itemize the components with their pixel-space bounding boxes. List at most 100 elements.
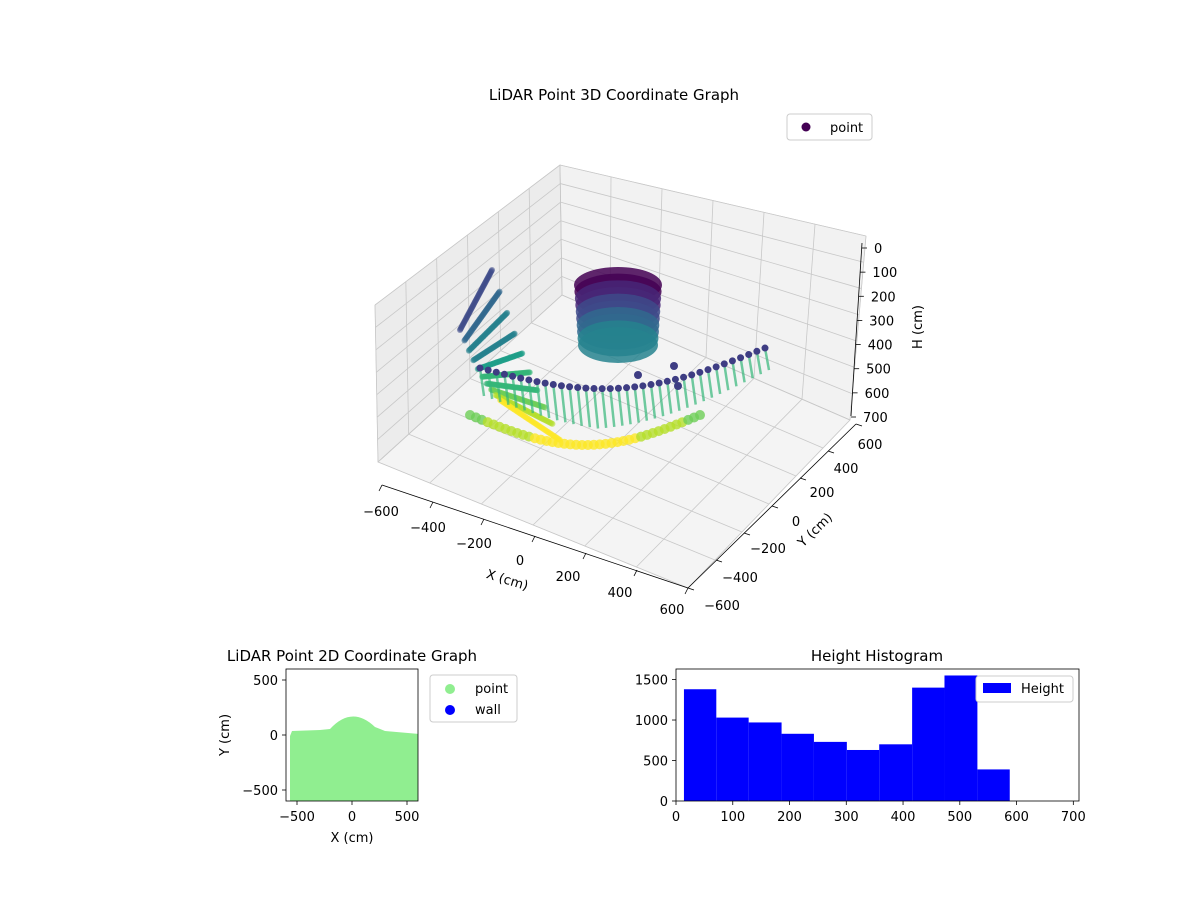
y-tick-label-3d: −200 [750, 542, 786, 557]
cloud-point-3d [670, 362, 678, 370]
x-tick-label-histogram: 100 [720, 810, 745, 825]
cloud-stem-3d [625, 387, 632, 425]
cloud-point-3d [557, 382, 565, 390]
grid-left-h-0 [374, 164, 561, 306]
h-tick-label-3d: 200 [871, 290, 896, 305]
cloud-stem-3d [690, 374, 697, 405]
grid-left-h-3 [376, 220, 562, 373]
x-tick-label-histogram: 700 [1061, 810, 1086, 825]
histogram-bar [846, 749, 880, 801]
legend-histogram-swatch [983, 683, 1011, 693]
cloud-point-3d [737, 354, 745, 362]
x-tick-label-histogram: 300 [834, 810, 859, 825]
grid-left-v-5 [405, 281, 410, 435]
cloud-point-3d [483, 380, 490, 387]
histogram-bar [781, 733, 814, 801]
cloud-point-3d [457, 327, 463, 333]
cloud-stem-3d [617, 388, 624, 426]
x-tick-label-histogram: 200 [777, 810, 802, 825]
cloud-point-3d [688, 371, 696, 379]
grid-floor-y-6 [377, 461, 689, 589]
x-tick-label-2d: 500 [395, 810, 420, 825]
h-axis-line [850, 242, 863, 417]
cloud-point-3d [476, 364, 484, 372]
x-tick-label-3d: 0 [516, 554, 524, 569]
cloud-point-3d [541, 379, 549, 387]
cloud-stem-3d [495, 372, 502, 403]
cloud-point-3d [500, 370, 508, 378]
legend-2d-marker-wall [445, 705, 455, 715]
cloud-point-3d [704, 366, 712, 374]
x-tick-mark-3d [429, 501, 434, 509]
cloud-stem-3d [543, 383, 551, 419]
grid-back-h-1 [560, 183, 864, 263]
cloud-point-3d [728, 357, 736, 365]
x-tick-mark-3d [633, 569, 638, 577]
grid-floor-x-6 [687, 419, 851, 589]
legend-2d-label-point: point [475, 682, 508, 697]
cloud-stem-3d [633, 386, 640, 423]
cloud-stem-3d [592, 388, 600, 429]
cloud-stem-3d [552, 384, 559, 421]
grid-floor-y-5 [408, 433, 716, 561]
x-tick-label-2d: 0 [348, 810, 356, 825]
cloud-stem-3d [527, 379, 535, 414]
y-ticks-histogram: 0 500 1000 1500 [635, 674, 676, 810]
y-tick-mark-3d [743, 532, 751, 536]
x-axis-label-2d: X (cm) [331, 831, 374, 846]
cloud-point-3d [582, 384, 590, 392]
histogram-bar [977, 769, 1010, 801]
cloud-point-3d [492, 368, 500, 376]
cloud-point-3d [753, 347, 761, 355]
point-cloud-2d [290, 716, 418, 801]
y-tick-mark-3d [799, 477, 807, 481]
x-tick-label-3d: −200 [456, 537, 492, 552]
chart-3d-title: LiDAR Point 3D Coordinate Graph [489, 86, 739, 104]
cloud-stem-3d [739, 357, 746, 383]
x-ticks-3d: −600 −400 −200 0 200 400 600 [363, 484, 689, 618]
cloud-stem-3d [706, 369, 714, 398]
cloud-point-3d [517, 374, 525, 382]
y-tick-label-3d: 0 [792, 515, 800, 530]
x-tick-mark-3d [480, 518, 485, 526]
x-tick-mark-3d [684, 587, 689, 595]
cloud-stem-3d [576, 387, 583, 426]
point-cloud-3d [457, 267, 771, 450]
grid-back-h-0 [559, 164, 867, 237]
cloud-point-3d [647, 381, 655, 389]
cloud-stem-3d [503, 374, 510, 405]
grid-back-h-4 [561, 238, 857, 342]
cloud-stem-3d [747, 354, 754, 379]
h-tick-label-3d: 500 [866, 363, 891, 378]
grid-left-v-1 [528, 188, 532, 323]
cloud-point-3d [470, 357, 477, 364]
cloud-blob-3d [578, 327, 658, 363]
y-tick-mark-3d [827, 450, 835, 454]
cloud-stem-3d [609, 388, 616, 427]
h-tick-label-3d: 100 [872, 266, 897, 281]
chart-histogram: Height Histogram 0 100 200 300 400 500 600 700 … [635, 647, 1086, 825]
point-region-2d [290, 716, 418, 801]
x-ticks-histogram: 0 100 200 300 400 500 600 700 [672, 801, 1086, 825]
chart-2d-title: LiDAR Point 2D Coordinate Graph [227, 647, 477, 665]
h-tick-label-3d: 700 [863, 411, 888, 426]
cloud-stem-3d [763, 347, 771, 371]
y-tick-mark-3d [687, 587, 695, 591]
histogram-title: Height Histogram [811, 647, 943, 665]
grid-left-v-3 [467, 234, 471, 379]
x-tick-label-3d: −600 [363, 505, 399, 520]
histogram-bar [683, 689, 717, 801]
y-tick-label-3d: 600 [858, 438, 883, 453]
cloud-point-3d [509, 372, 517, 380]
cloud-stem-3d [698, 372, 706, 402]
h-tick-label-3d: 300 [869, 314, 894, 329]
y-tick-label-histogram: 1000 [635, 714, 668, 729]
histogram-bar [879, 744, 913, 801]
x-tick-label-2d: −500 [279, 810, 315, 825]
y-tick-mark-3d [715, 559, 723, 563]
histogram-bars [683, 675, 1010, 801]
grid-left-h-7 [377, 294, 563, 463]
cloud-point-3d [590, 385, 598, 393]
cloud-stem-3d [511, 376, 518, 408]
cloud-point-3d [574, 384, 582, 392]
